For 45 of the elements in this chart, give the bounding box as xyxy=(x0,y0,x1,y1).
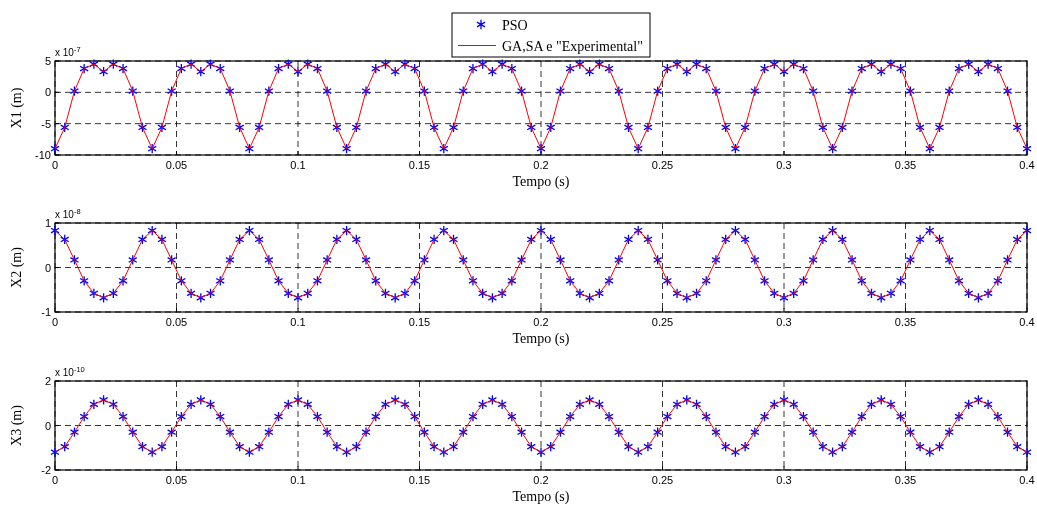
x-tick-label: 0.35 xyxy=(894,159,917,171)
text: x 10$^{-7}$ xyxy=(55,44,81,58)
x-axis-title: Tempo (s) xyxy=(512,331,570,347)
x-axis-title: Tempo (s) xyxy=(512,489,570,505)
y-tick-label: 1 xyxy=(44,217,51,229)
x-tick-label: 0.2 xyxy=(533,316,549,328)
legend-label: GA,SA e "Experimental" xyxy=(502,38,643,54)
y-tick-label: 2 xyxy=(44,375,51,387)
x-tick-label: 0.25 xyxy=(651,316,674,328)
x-tick-label: 0.1 xyxy=(290,316,306,328)
y-tick-label: 0 xyxy=(44,261,51,274)
x-tick-label: 0.3 xyxy=(776,474,792,486)
text: x 10$^{-10}$ xyxy=(55,364,85,378)
x-tick-label: 0.15 xyxy=(408,159,431,171)
x-axis-title: Tempo (s) xyxy=(512,174,570,190)
y-tick-label: 0 xyxy=(44,86,51,99)
x-tick-label: 0.2 xyxy=(533,474,549,486)
y-axis-title: X1 (m) xyxy=(9,87,25,129)
x-tick-label: 0.05 xyxy=(165,474,188,486)
x-tick-label: 0.35 xyxy=(894,474,917,486)
legend-label: PSO xyxy=(502,17,528,33)
x-tick-label: 0.05 xyxy=(165,159,188,171)
x-tick-label: 0.35 xyxy=(894,316,917,328)
x-tick-label: 0.05 xyxy=(165,316,188,328)
x-tick-label: 0.1 xyxy=(290,159,306,171)
x-tick-label: 0.2 xyxy=(533,159,549,171)
x-tick-label: 0.15 xyxy=(408,474,431,486)
y-tick-label: -2 xyxy=(41,464,51,476)
x-tick-label: 0.1 xyxy=(290,474,306,486)
text: x 10$^{-8}$ xyxy=(55,206,81,220)
x-tick-label: 0.15 xyxy=(408,316,431,328)
x-tick-label: 0.25 xyxy=(651,159,674,171)
y-tick-label: -5 xyxy=(41,117,51,130)
x-tick-label: 0.3 xyxy=(776,159,792,171)
x-tick-label: 0.4 xyxy=(1019,474,1035,486)
y-axis-title: X3 (m) xyxy=(9,404,25,446)
x-tick-label: 0.25 xyxy=(651,474,674,486)
x-tick-label: 0.4 xyxy=(1019,316,1035,328)
y-tick-label: -1 xyxy=(41,306,51,318)
y-tick-label: 5 xyxy=(44,55,51,67)
y-tick-label: 0 xyxy=(44,419,51,432)
x-tick-label: 0.4 xyxy=(1019,159,1035,171)
y-axis-title: X2 (m) xyxy=(9,246,25,288)
y-tick-label: -10 xyxy=(35,149,51,161)
x-tick-label: 0.3 xyxy=(776,316,792,328)
